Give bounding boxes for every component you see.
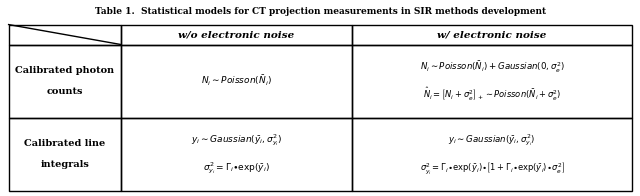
- Text: $\hat{N}_i = \left[N_i + \sigma_e^2\right]_+ \sim \mathit{Poisson}(\bar{N}_i + \: $\hat{N}_i = \left[N_i + \sigma_e^2\righ…: [422, 86, 561, 103]
- Text: Calibrated line

integrals: Calibrated line integrals: [24, 139, 106, 169]
- Text: $N_i \sim \mathit{Poisson}(\bar{N}_i) + \mathit{Gaussian}(0, \sigma_e^2)$: $N_i \sim \mathit{Poisson}(\bar{N}_i) + …: [420, 60, 564, 75]
- Text: $\sigma_{y_i}^2 = \Gamma_i {\bullet}\exp(\bar{y}_i)$: $\sigma_{y_i}^2 = \Gamma_i {\bullet}\exp…: [203, 160, 270, 175]
- Text: $y_i \sim \mathit{Gaussian}(\bar{y}_i, \sigma_{y_i}^2)$: $y_i \sim \mathit{Gaussian}(\bar{y}_i, \…: [191, 133, 282, 148]
- Bar: [121, 118, 351, 191]
- Text: $\sigma_{y_i}^2 = \Gamma_i {\bullet}\exp(\bar{y}_i){\bullet}\left[1 + \Gamma_i {: $\sigma_{y_i}^2 = \Gamma_i {\bullet}\exp…: [420, 160, 564, 176]
- Text: w/o electronic noise: w/o electronic noise: [178, 30, 294, 39]
- Bar: [8, 118, 121, 191]
- Text: w/ electronic noise: w/ electronic noise: [437, 30, 547, 39]
- Bar: [8, 24, 121, 44]
- Bar: [351, 44, 632, 118]
- Bar: [121, 24, 351, 44]
- Bar: [121, 44, 351, 118]
- Bar: [351, 24, 632, 44]
- Text: Table 1.  Statistical models for CT projection measurements in SIR methods devel: Table 1. Statistical models for CT proje…: [95, 7, 546, 16]
- Text: Calibrated photon

counts: Calibrated photon counts: [15, 66, 115, 96]
- Bar: [351, 118, 632, 191]
- Text: $N_i \sim \mathit{Poisson}(\bar{N}_i)$: $N_i \sim \mathit{Poisson}(\bar{N}_i)$: [201, 74, 271, 88]
- Bar: [8, 44, 121, 118]
- Text: $y_i \sim \mathit{Gaussian}(\bar{y}_i, \sigma_{y_i}^2)$: $y_i \sim \mathit{Gaussian}(\bar{y}_i, \…: [448, 133, 536, 148]
